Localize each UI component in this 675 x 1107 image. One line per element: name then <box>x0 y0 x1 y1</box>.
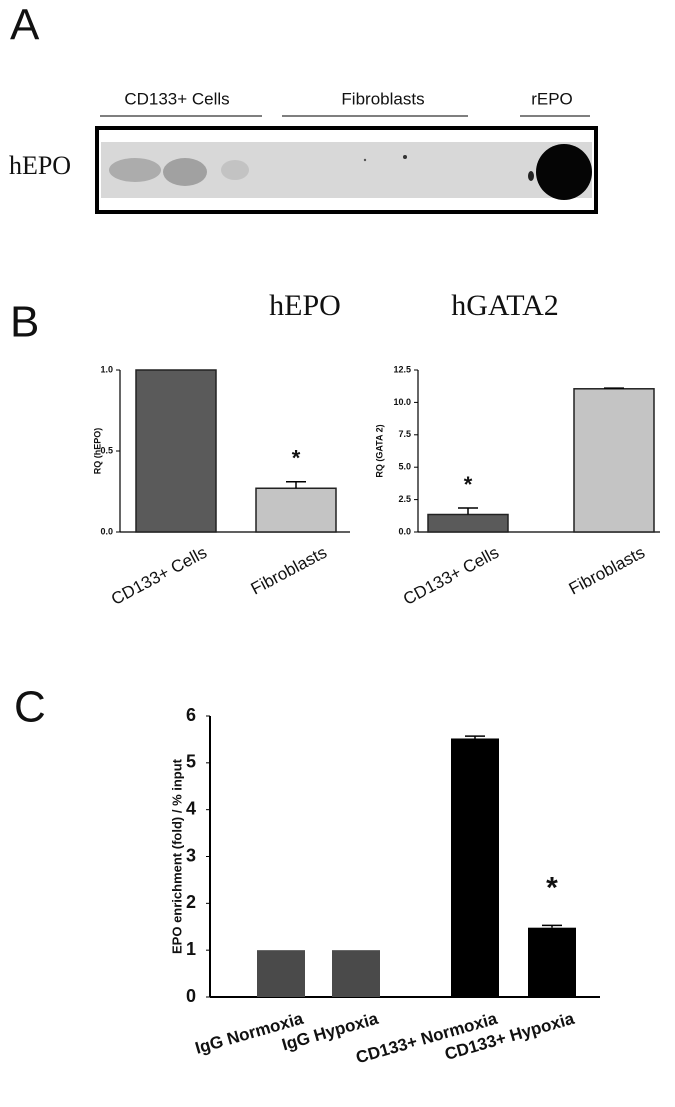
y-tick-label: 12.5 <box>393 364 411 374</box>
y-tick-label: 1.0 <box>100 364 113 374</box>
bar <box>135 369 217 533</box>
y-tick-label: 2.5 <box>398 494 411 504</box>
bar <box>255 487 337 533</box>
y-tick-label: 0 <box>186 986 196 1006</box>
blot-group: Fibroblasts <box>341 89 424 108</box>
y-axis-label: RQ (hEPO) <box>92 428 102 475</box>
bar <box>451 738 499 997</box>
y-tick-label: 1 <box>186 939 196 959</box>
panel-label: C <box>14 683 46 732</box>
error-bar <box>542 924 562 928</box>
blot-group: CD133+ Cells <box>124 89 229 108</box>
y-axis-label: RQ (GATA 2) <box>374 424 384 477</box>
error-bar <box>465 735 485 739</box>
error-bar <box>604 387 624 389</box>
y-tick-label: 0.5 <box>100 445 113 455</box>
chart-title: hEPO <box>269 289 341 322</box>
y-tick-label: 10.0 <box>393 397 411 407</box>
error-bar <box>286 481 306 489</box>
x-tick-label: Fibroblasts <box>248 543 330 599</box>
x-tick-label: CD133+ Cells <box>108 543 210 609</box>
y-tick-label: 0.0 <box>100 526 113 536</box>
bar <box>573 388 655 533</box>
chart-title: hGATA2 <box>451 289 559 322</box>
y-tick-label: 7.5 <box>398 429 411 439</box>
error-bar <box>458 507 478 515</box>
y-tick-label: 0.0 <box>398 526 411 536</box>
blot <box>95 126 598 214</box>
y-tick-label: 2 <box>186 892 196 912</box>
bar <box>528 927 576 997</box>
bar <box>332 950 380 997</box>
bar <box>257 950 305 997</box>
blot-group: rEPO <box>531 89 573 108</box>
panel-label: B <box>10 298 39 347</box>
y-tick-label: 5 <box>186 752 196 772</box>
y-tick-label: 4 <box>186 798 196 818</box>
y-axis-label: EPO enrichment (fold) / % input <box>169 758 184 954</box>
x-tick-label: Fibroblasts <box>566 543 648 599</box>
x-tick-label: CD133+ Cells <box>400 543 502 609</box>
y-tick-label: 6 <box>186 705 196 725</box>
panel-label: A <box>10 1 40 50</box>
annotation: * <box>546 871 558 904</box>
y-tick-label: 3 <box>186 845 196 865</box>
y-tick-label: 5.0 <box>398 462 411 472</box>
annotation: * <box>292 446 301 471</box>
blot-row-label: hEPO <box>9 151 71 180</box>
bar <box>427 513 509 533</box>
annotation: * <box>464 472 473 497</box>
